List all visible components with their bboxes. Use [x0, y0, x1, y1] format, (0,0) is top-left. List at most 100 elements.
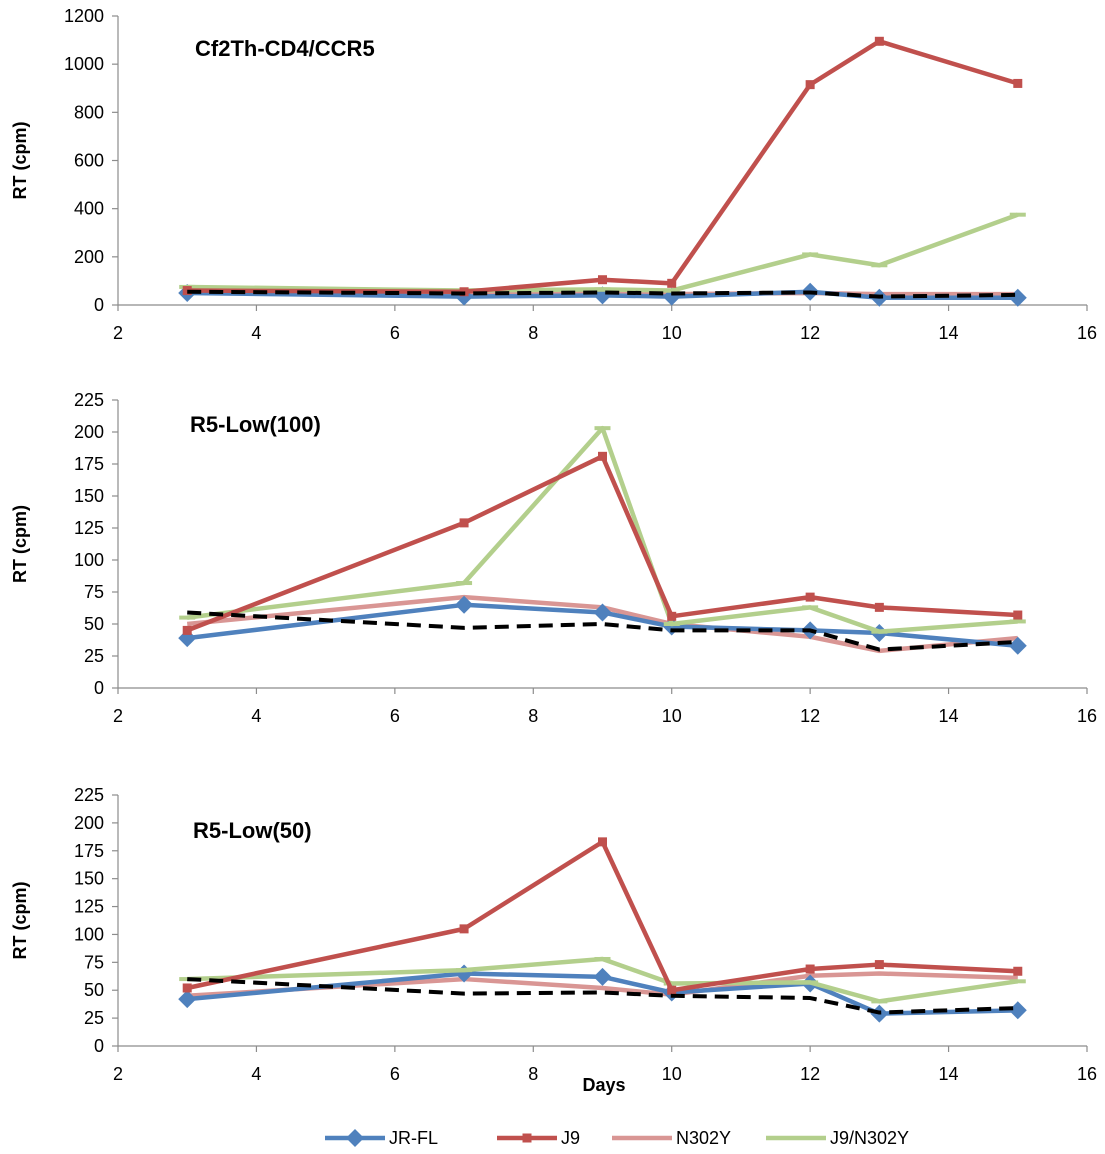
legend-marker: [788, 1136, 804, 1140]
data-point: [593, 967, 612, 986]
legend-item-n302y: N302Y: [612, 1128, 731, 1148]
data-point: [598, 837, 607, 847]
x-tick-label: 12: [800, 1064, 820, 1084]
y-tick-label: 200: [74, 247, 104, 267]
series-line: [187, 977, 1018, 1015]
y-tick-label: 25: [84, 646, 104, 666]
x-tick-label: 2: [113, 706, 123, 726]
chart-title: R5-Low(50): [193, 818, 312, 843]
x-tick-label: 4: [251, 1064, 261, 1084]
data-point: [1008, 1001, 1027, 1020]
data-point: [805, 592, 815, 602]
x-tick-label: 16: [1077, 1064, 1097, 1084]
data-point: [1009, 979, 1026, 984]
series-j9: [182, 837, 1023, 995]
shared-x-axis-title: Days: [582, 1075, 625, 1095]
x-tick-label: 6: [390, 1064, 400, 1084]
chart-panel-3: 0 25 50 75 100 125 150 175 200 225 2 4 6 8 10 12 14 16 RT …: [10, 785, 1097, 1084]
data-point: [593, 603, 612, 622]
x-tick-label: 2: [113, 323, 123, 343]
data-point: [1013, 966, 1023, 976]
series-dashed-baseline: [187, 610, 1018, 652]
series-j9: [182, 451, 1023, 635]
y-tick-label: 100: [74, 550, 104, 570]
data-point: [459, 924, 469, 934]
y-tick-label: 25: [84, 1008, 104, 1028]
data-point: [1008, 636, 1027, 655]
legend-item-jr-fl: JR-FL: [325, 1128, 438, 1148]
y-tick-label: 400: [74, 199, 104, 219]
x-tick-label: 8: [528, 706, 538, 726]
data-point: [456, 968, 473, 973]
data-point: [456, 581, 473, 586]
legend-label: J9: [561, 1128, 580, 1148]
x-tick-label: 8: [528, 323, 538, 343]
x-tick-label: 12: [800, 323, 820, 343]
chart-panel-2: 0 25 50 75 100 125 150 175 200 225 2 4 6 8 10 12 14 16 RT …: [10, 390, 1097, 726]
data-point: [805, 964, 815, 974]
data-point: [459, 518, 469, 528]
y-tick-label: 0: [94, 1036, 104, 1056]
data-point: [667, 611, 677, 621]
data-point: [594, 426, 611, 431]
legend-item-j9-n302y: J9/N302Y: [766, 1128, 909, 1148]
data-point: [594, 287, 611, 292]
data-point: [594, 956, 611, 961]
series-line: [187, 39, 1019, 295]
data-point: [802, 252, 819, 257]
x-tick-label: 16: [1077, 323, 1097, 343]
y-tick-label: 225: [74, 390, 104, 410]
y-tick-label: 50: [84, 980, 104, 1000]
x-tick-label: 14: [939, 323, 959, 343]
y-tick-label: 200: [74, 813, 104, 833]
series-j9-n302y: [179, 425, 1026, 634]
x-tick-label: 8: [528, 1064, 538, 1084]
data-point: [178, 990, 197, 1009]
x-tick-label: 12: [800, 706, 820, 726]
data-point: [1013, 78, 1023, 88]
y-tick-label: 75: [84, 582, 104, 602]
x-tick-label: 2: [113, 1064, 123, 1084]
y-tick-label: 225: [74, 785, 104, 805]
legend: JR-FL J9 N302Y J9/N302Y: [325, 1128, 909, 1148]
y-axis-title: RT (cpm): [10, 505, 30, 583]
data-point: [1008, 288, 1027, 307]
legend-label: JR-FL: [389, 1128, 438, 1148]
legend-item-j9: J9: [497, 1128, 580, 1148]
y-tick-label: 75: [84, 952, 104, 972]
x-tick-label: 6: [390, 706, 400, 726]
legend-label: N302Y: [676, 1128, 731, 1148]
y-tick-label: 0: [94, 295, 104, 315]
y-tick-label: 50: [84, 614, 104, 634]
legend-marker: [346, 1129, 364, 1147]
data-point: [663, 288, 680, 293]
legend-marker: [522, 1133, 532, 1143]
data-point: [182, 286, 192, 296]
y-tick-label: 1000: [64, 54, 104, 74]
y-tick-label: 100: [74, 924, 104, 944]
chart-title: Cf2Th-CD4/CCR5: [195, 36, 375, 61]
data-point: [802, 605, 819, 610]
y-axis-title: RT (cpm): [10, 882, 30, 960]
y-tick-label: 125: [74, 897, 104, 917]
x-tick-label: 6: [390, 323, 400, 343]
x-tick-label: 10: [662, 1064, 682, 1084]
legend-label: J9/N302Y: [830, 1128, 909, 1148]
series-line: [187, 610, 1018, 652]
y-tick-label: 175: [74, 454, 104, 474]
y-tick-label: 150: [74, 869, 104, 889]
chart-panel-1: 0 200 400 600 800 1000 1200 2 4 6 8 10 12 14 16 RT (cpm…: [10, 6, 1097, 343]
y-tick-label: 125: [74, 518, 104, 538]
data-point: [871, 629, 888, 634]
data-point: [1009, 212, 1026, 217]
y-tick-label: 1200: [64, 6, 104, 26]
y-tick-label: 175: [74, 841, 104, 861]
data-point: [805, 80, 815, 90]
data-point: [874, 960, 884, 970]
y-tick-label: 200: [74, 422, 104, 442]
data-point: [874, 36, 884, 46]
data-point: [871, 999, 888, 1004]
x-tick-label: 14: [939, 1064, 959, 1084]
